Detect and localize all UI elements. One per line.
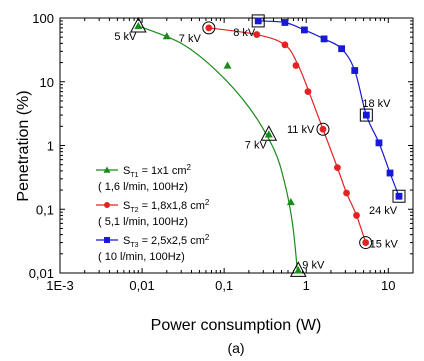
- legend-label-sub: T1: [130, 172, 138, 179]
- x-tick-label: 1: [303, 278, 310, 293]
- series-3-point: [300, 26, 308, 34]
- legend-label-sub: T3: [130, 242, 138, 249]
- voltage-label: 7 kV: [245, 139, 268, 151]
- highlight-marker: [392, 189, 406, 203]
- highlight-marker: [260, 125, 278, 141]
- y-axis-ticks: 0,01 0,1 1 10 100: [29, 11, 413, 281]
- x-tick-label: 10: [381, 278, 395, 293]
- x-tick-label: 1E-3: [46, 278, 73, 293]
- legend-marker: [104, 202, 110, 208]
- series-3-point: [362, 111, 370, 119]
- series-points: [134, 17, 403, 274]
- legend-marker: [103, 166, 111, 173]
- legend-note: ( 1,6 l/min, 100Hz): [98, 181, 188, 193]
- legend-label-main: S: [123, 235, 130, 247]
- series-2-point: [353, 212, 360, 219]
- highlight-marker: [202, 21, 216, 35]
- series-1-point: [223, 61, 232, 69]
- voltage-label: 8 kV: [233, 27, 256, 39]
- voltage-label: 9 kV: [302, 259, 325, 271]
- series-2-point: [319, 125, 327, 133]
- series-1-point: [162, 32, 171, 40]
- legend-label-sup: 2: [205, 198, 210, 207]
- series-1-point: [134, 21, 143, 30]
- series-3-point: [320, 35, 328, 43]
- legend-label-sup: 2: [205, 233, 210, 242]
- voltage-label: 11 kV: [287, 124, 315, 136]
- series-curves: [138, 20, 400, 271]
- y-tick-label: 10: [40, 75, 54, 90]
- legend-label-rest: = 1x1 cm: [139, 165, 187, 177]
- series-3-curve: [258, 20, 400, 197]
- x-tick-label: 0,01: [129, 278, 154, 293]
- figure-caption: (a): [227, 340, 244, 356]
- highlight-marker: [359, 108, 373, 122]
- voltage-annotations: 5 kV 7 kV 9 kV 7 kV 11 kV 15 kV 8 kV 18 kV 24 kV: [114, 14, 406, 277]
- series-3-point: [351, 67, 359, 74]
- legend-label-main: S: [123, 200, 130, 212]
- legend-note: ( 5,1 l/min, 100Hz): [98, 216, 188, 228]
- highlight-marker: [251, 14, 265, 28]
- legend: ST1 = 1x1 cm2( 1,6 l/min, 100Hz)ST2 = 1,…: [96, 163, 210, 263]
- legend-label: ST3 = 2,5x2,5 cm2: [123, 233, 210, 249]
- y-tick-label: 0,01: [29, 266, 54, 281]
- series-2-point: [253, 31, 261, 38]
- highlight-marker: [289, 261, 307, 277]
- y-tick-label: 0,1: [36, 202, 54, 217]
- series-3-point: [281, 19, 289, 26]
- series-1-curve: [138, 25, 298, 271]
- legend-note: ( 10 l/min, 100Hz): [98, 251, 185, 263]
- series-2-point: [362, 239, 370, 246]
- series-1-point: [286, 197, 295, 206]
- series-2-point: [304, 88, 312, 96]
- series-2-point: [292, 62, 300, 69]
- y-tick-label: 100: [32, 11, 54, 26]
- legend-label-rest: = 1,8x1,8 cm: [139, 200, 205, 212]
- legend-label-rest: = 2,5x2,5 cm: [139, 235, 205, 247]
- x-tick-label: 0,1: [215, 278, 233, 293]
- series-1-point: [264, 130, 273, 138]
- series-2-curve: [208, 27, 367, 243]
- series-2-point: [281, 41, 289, 49]
- voltage-label: 15 kV: [370, 239, 399, 251]
- series-1-point: [294, 266, 303, 274]
- voltage-label: 18 kV: [362, 98, 391, 110]
- legend-label: ST1 = 1x1 cm2: [123, 163, 192, 179]
- series-3-point: [254, 17, 262, 25]
- series-2-point: [343, 189, 350, 197]
- legend-label-sub: T2: [130, 207, 138, 214]
- voltage-label: 24 kV: [369, 205, 398, 217]
- highlight-marker: [316, 122, 330, 136]
- series-2-point: [334, 164, 341, 172]
- legend-marker: [104, 237, 110, 243]
- series-3-point: [338, 45, 346, 53]
- voltage-label: 5 kV: [114, 31, 137, 43]
- legend-label-sup: 2: [187, 163, 192, 172]
- x-axis-title: Power consumption (W): [151, 317, 322, 334]
- highlight-marker: [359, 236, 373, 250]
- series-2-point: [205, 24, 213, 32]
- x-axis-ticks: 1E-3 0,01 0,1 1 10: [46, 18, 396, 293]
- y-axis-title: Penetration (%): [15, 90, 32, 201]
- plot-frame: [59, 17, 414, 274]
- series-3-point: [386, 169, 394, 177]
- legend-label-main: S: [123, 165, 130, 177]
- legend-label: ST2 = 1,8x1,8 cm2: [123, 198, 210, 214]
- series-3-point: [375, 139, 383, 147]
- y-tick-label: 1: [47, 139, 54, 154]
- highlight-marker: [129, 16, 147, 33]
- series-3-point: [395, 192, 403, 200]
- voltage-label: 7 kV: [179, 33, 202, 45]
